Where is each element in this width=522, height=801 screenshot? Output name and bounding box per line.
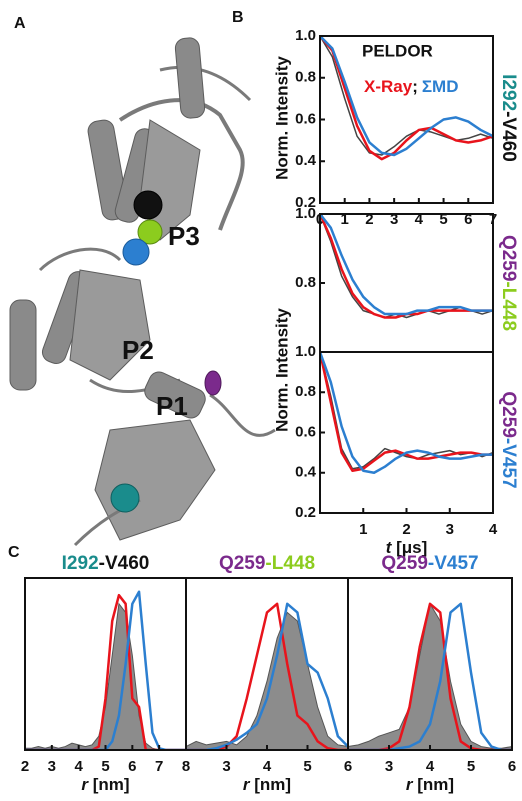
- x-tick-label: 3: [48, 758, 56, 775]
- y-tick-label: 0.6: [295, 110, 316, 127]
- label-part: -V457: [498, 438, 519, 489]
- legend-entry: PELDOR: [362, 41, 433, 60]
- x-tick-label: 3: [222, 758, 230, 775]
- legend-label: X-Ray: [364, 77, 413, 96]
- x-tick-label: 3: [446, 521, 454, 538]
- plot-area: [348, 604, 512, 750]
- x-tick-label: 5: [303, 758, 311, 775]
- label-part: I292: [62, 553, 99, 574]
- x-axis-label: r [nm]: [243, 775, 291, 794]
- x-tick-label: 2: [402, 521, 410, 538]
- plot-frame: [320, 352, 493, 513]
- y-tick-label: 0.6: [295, 423, 316, 440]
- plot-frame: [320, 36, 493, 203]
- distribution-area: [25, 604, 186, 750]
- label-part: -V460: [498, 111, 519, 162]
- y-tick-label: 0.8: [295, 69, 316, 86]
- plot-area: [25, 592, 186, 750]
- plot-area: [320, 352, 493, 473]
- label-part: Q259: [219, 553, 265, 574]
- distribution-area: [348, 604, 512, 750]
- plot-area: [320, 214, 493, 318]
- x-tick-label: 4: [74, 758, 83, 775]
- x-tick-label: 6: [344, 758, 352, 775]
- y-axis-label: Norm. Intensity: [272, 56, 291, 180]
- x-axis-label: r [nm]: [81, 775, 129, 794]
- y-tick-label: 1.0: [295, 205, 316, 222]
- panel-label: B: [232, 9, 244, 26]
- legend-label: ΣMD: [422, 77, 459, 96]
- x-tick-label: 6: [128, 758, 136, 775]
- y-tick-label: 0.2: [295, 504, 316, 521]
- chart-title: I292-V460: [62, 553, 150, 574]
- structure-label: P3: [168, 221, 200, 251]
- panel-label: A: [14, 15, 26, 32]
- y-tick-label: 0.8: [295, 274, 316, 291]
- pair-label: I292-V460: [498, 74, 519, 162]
- data-line: [320, 352, 493, 469]
- x-tick-label: 6: [508, 758, 516, 775]
- y-tick-label: 1.0: [295, 343, 316, 360]
- x-tick-label: 1: [359, 521, 367, 538]
- legend-separator: ;: [412, 77, 418, 96]
- x-tick-label: 3: [385, 758, 393, 775]
- label-part: -V457: [428, 553, 479, 574]
- y-tick-label: 0.4: [295, 152, 317, 169]
- plot-area: [186, 604, 348, 750]
- x-tick-label: 5: [467, 758, 475, 775]
- label-part: -L448: [498, 281, 519, 331]
- x-tick-label: 5: [101, 758, 109, 775]
- x-tick-label: 4: [263, 758, 272, 775]
- x-axis-label: r [nm]: [406, 775, 454, 794]
- x-tick-label: 8: [182, 758, 190, 775]
- label-part: Q259: [498, 235, 519, 281]
- structure-label: P1: [156, 391, 188, 421]
- pair-label: Q259-V457: [498, 391, 519, 488]
- x-tick-label: 7: [155, 758, 163, 775]
- x-tick-label: 4: [426, 758, 435, 775]
- distribution-area: [186, 612, 348, 750]
- x-tick-label: 2: [21, 758, 29, 775]
- data-line: [320, 214, 493, 314]
- chart-title: Q259-V457: [381, 553, 478, 574]
- figure: A B C P3 P2 P1 0.20.40.60.81.001234567No…: [0, 0, 522, 801]
- label-part: -V460: [99, 553, 150, 574]
- protein-cartoon: [10, 37, 275, 545]
- label-part: Q259: [498, 391, 519, 437]
- legend-entry: X-Ray;ΣMD: [364, 77, 459, 96]
- y-tick-label: 1.0: [295, 27, 316, 44]
- panel-label: C: [8, 544, 20, 561]
- structure-label: P2: [122, 335, 154, 365]
- pair-label: Q259-L448: [498, 235, 519, 331]
- y-axis-label: Norm. Intensity: [272, 308, 291, 432]
- x-tick-label: 4: [489, 521, 498, 538]
- y-tick-label: 0.4: [295, 464, 317, 481]
- label-part: Q259: [381, 553, 427, 574]
- y-tick-label: 0.8: [295, 383, 316, 400]
- label-part: I292: [498, 74, 519, 111]
- chart-title: Q259-L448: [219, 553, 315, 574]
- label-part: -L448: [265, 553, 315, 574]
